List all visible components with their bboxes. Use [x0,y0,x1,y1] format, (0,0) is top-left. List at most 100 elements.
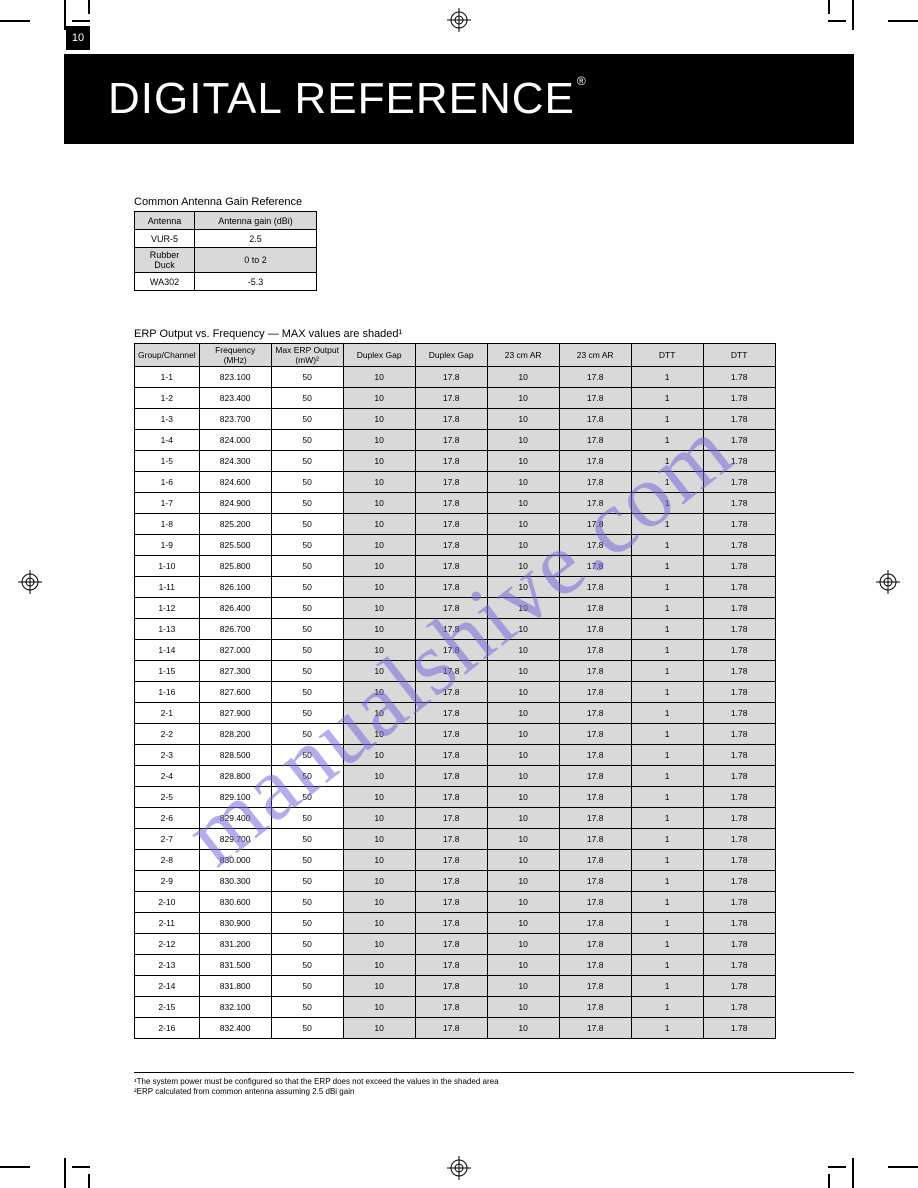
table-cell: 10 [487,514,559,535]
table-cell: 1-15 [135,661,200,682]
table-cell: 50 [271,388,343,409]
table-cell: 832.400 [199,1018,271,1039]
table-cell: 826.700 [199,619,271,640]
table-cell: 17.8 [559,556,631,577]
table-row: 1-2823.400501017.81017.811.78 [135,388,776,409]
table-cell: 50 [271,598,343,619]
table-cell: 50 [271,997,343,1018]
table-cell: 1.78 [703,724,775,745]
table-cell: 1.78 [703,367,775,388]
table-cell: 17.8 [559,451,631,472]
table-cell: 1 [631,934,703,955]
header-bar: DIGITAL REFERENCE ® [64,54,854,144]
table-cell: 829.400 [199,808,271,829]
small-table-title: Common Antenna Gain Reference [134,196,317,208]
table-cell: 17.8 [559,472,631,493]
table-cell: 10 [487,955,559,976]
table-cell: 830.300 [199,871,271,892]
table-cell: 50 [271,472,343,493]
table-cell: 1.78 [703,409,775,430]
table-cell: 17.8 [415,808,487,829]
table-cell: 827.000 [199,640,271,661]
table-cell: 17.8 [559,682,631,703]
table-cell: 17.8 [559,724,631,745]
table-header-cell: Max ERP Output (mW)² [271,344,343,367]
table-cell: VUR-5 [135,230,195,248]
table-cell: 1 [631,871,703,892]
table-cell: 827.900 [199,703,271,724]
table-cell: 17.8 [415,430,487,451]
table-cell: 10 [487,850,559,871]
footnote-text: ¹The system power must be configured so … [134,1077,854,1087]
table-row: Rubber Duck0 to 2 [135,248,317,273]
table-cell: 2-4 [135,766,200,787]
table-cell: 1-9 [135,535,200,556]
footnote-text: ²ERP calculated from common antenna assu… [134,1087,854,1097]
table-cell: 10 [343,409,415,430]
table-cell: 17.8 [559,661,631,682]
table-cell: 2-1 [135,703,200,724]
table-cell: 10 [343,913,415,934]
table-cell: 50 [271,535,343,556]
table-cell: 17.8 [415,493,487,514]
table-cell: 50 [271,892,343,913]
table-cell: 50 [271,451,343,472]
table-row: 2-11830.900501017.81017.811.78 [135,913,776,934]
table-cell: 50 [271,955,343,976]
table-cell: 17.8 [559,430,631,451]
crop-mark [0,1166,30,1168]
table-cell: 50 [271,808,343,829]
table-cell: 17.8 [415,871,487,892]
table-cell: 17.8 [415,661,487,682]
table-cell: 17.8 [415,472,487,493]
registration-mark-icon [447,8,471,32]
table-cell: 50 [271,409,343,430]
table-cell: 827.300 [199,661,271,682]
table-cell: 828.800 [199,766,271,787]
table-cell: 10 [487,934,559,955]
table-cell: 10 [487,640,559,661]
table-cell: 1 [631,514,703,535]
table-header-cell: Duplex Gap [343,344,415,367]
crop-mark [852,0,854,30]
table-cell: 10 [487,556,559,577]
table-cell: 1-13 [135,619,200,640]
table-cell: 50 [271,766,343,787]
table-cell: 1 [631,787,703,808]
table-cell: 50 [271,745,343,766]
table-cell: 1.78 [703,388,775,409]
table-cell: 17.8 [415,682,487,703]
table-cell: 1 [631,850,703,871]
table-cell: 1-7 [135,493,200,514]
main-table-title: ERP Output vs. Frequency — MAX values ar… [134,328,776,340]
table-cell: 824.600 [199,472,271,493]
table-header-cell: DTT [703,344,775,367]
table-cell: 17.8 [415,766,487,787]
table-cell: 1 [631,682,703,703]
table-cell: 1-4 [135,430,200,451]
table-cell: 10 [343,871,415,892]
table-row: 2-3828.500501017.81017.811.78 [135,745,776,766]
table-cell: 50 [271,829,343,850]
table-row: 2-7829.700501017.81017.811.78 [135,829,776,850]
table-cell: 1 [631,577,703,598]
table-row: 2-4828.800501017.81017.811.78 [135,766,776,787]
table-cell: 17.8 [559,808,631,829]
table-cell: 1-1 [135,367,200,388]
table-cell: 1.78 [703,808,775,829]
table-cell: 17.8 [415,913,487,934]
table-cell: 17.8 [559,409,631,430]
table-row: VUR-52.5 [135,230,317,248]
table-cell: 10 [343,787,415,808]
table-cell: 10 [343,556,415,577]
table-header-cell: 23 cm AR [559,344,631,367]
table-cell: 1.78 [703,577,775,598]
table-cell: 1.78 [703,997,775,1018]
table-cell: 832.100 [199,997,271,1018]
table-cell: 17.8 [415,829,487,850]
table-cell: 17.8 [559,787,631,808]
table-cell: 17.8 [415,934,487,955]
table-cell: 10 [487,808,559,829]
table-cell: 1.78 [703,493,775,514]
crop-mark [888,20,918,22]
